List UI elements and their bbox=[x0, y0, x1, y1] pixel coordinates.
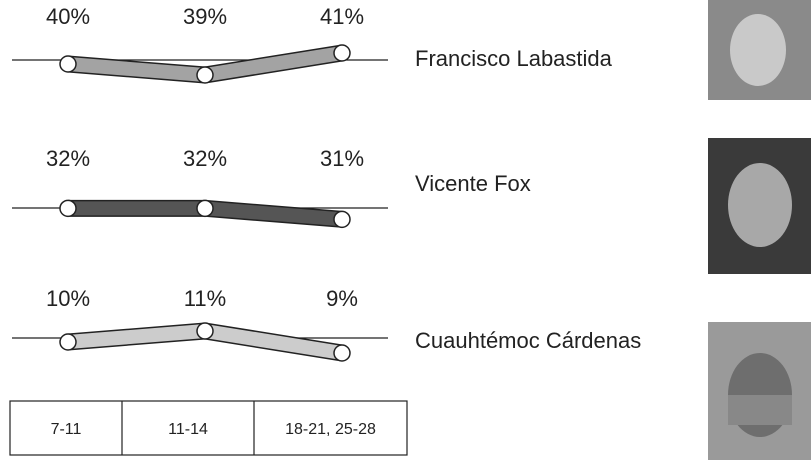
point bbox=[333, 210, 351, 229]
value-label: 9% bbox=[326, 286, 358, 311]
legend-label: Francisco Labastida bbox=[415, 46, 613, 71]
period-label: 7-11 bbox=[51, 421, 82, 438]
period-label: 18-21, 25-28 bbox=[285, 421, 376, 438]
photo-face bbox=[728, 163, 792, 247]
value-label: 39% bbox=[183, 4, 227, 29]
photo-detail bbox=[728, 395, 792, 425]
legend-label: Cuauhtémoc Cárdenas bbox=[415, 328, 641, 353]
photo-face bbox=[730, 14, 786, 86]
point bbox=[333, 44, 351, 62]
legend-label: Vicente Fox bbox=[415, 171, 531, 196]
period-label: 11-14 bbox=[168, 421, 208, 438]
point bbox=[196, 199, 214, 218]
period-table bbox=[9, 400, 408, 456]
point bbox=[196, 322, 214, 340]
point bbox=[59, 333, 77, 351]
value-label: 31% bbox=[320, 146, 364, 171]
value-label: 10% bbox=[46, 286, 90, 311]
value-label: 41% bbox=[320, 4, 364, 29]
value-label: 40% bbox=[46, 4, 90, 29]
point bbox=[59, 199, 77, 218]
photos bbox=[708, 0, 811, 460]
value-label: 32% bbox=[183, 146, 227, 171]
value-label: 32% bbox=[46, 146, 90, 171]
point bbox=[333, 344, 351, 362]
point bbox=[196, 66, 214, 84]
point bbox=[59, 55, 77, 73]
value-label: 11% bbox=[184, 286, 226, 311]
